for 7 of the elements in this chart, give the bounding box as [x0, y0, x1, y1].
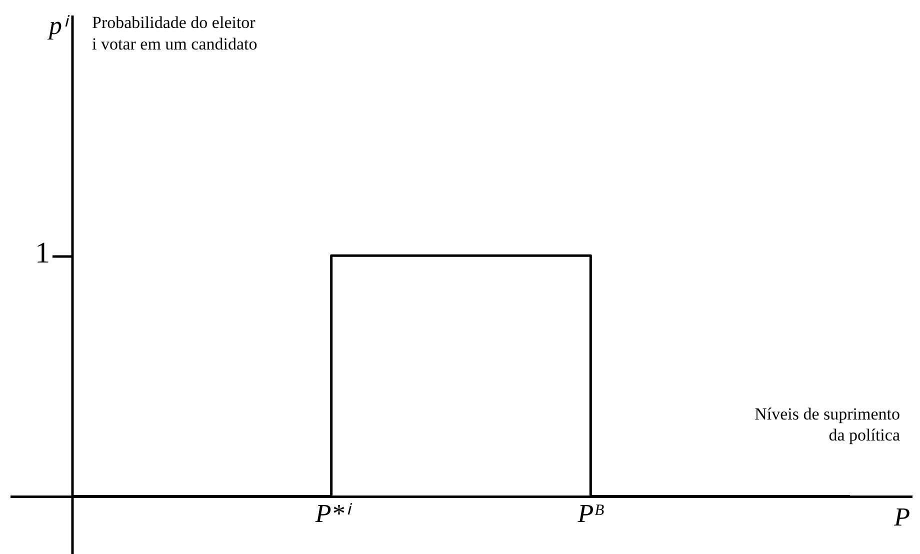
- text: pⁱ: [47, 11, 70, 40]
- text: Probabilidade do eleitor i votar em um candidato: [92, 13, 258, 54]
- x-axis-title: P: [893, 502, 910, 532]
- x-tick-label: P*ⁱ: [314, 498, 352, 528]
- x-tick-label: Pᴮ: [576, 498, 605, 528]
- annotation: 1: [35, 236, 50, 270]
- annotation: Níveis de suprimento da política: [754, 404, 900, 444]
